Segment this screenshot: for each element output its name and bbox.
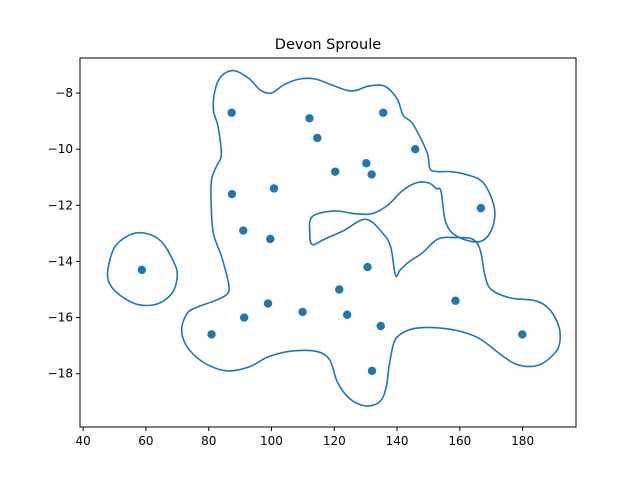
data-point-17 [367,170,376,179]
y-tick-label: −8 [55,86,73,100]
data-point-19 [376,321,385,331]
plot-area-frame [79,57,577,428]
data-point-15 [362,159,371,168]
data-point-9 [298,307,307,317]
contour-line-0 [106,231,179,307]
data-point-6 [263,299,273,308]
x-tick-label: 80 [201,434,216,448]
data-point-2 [227,108,236,117]
data-point-14 [342,310,352,319]
x-tick-label: 60 [138,434,153,448]
point-layer [137,108,527,376]
x-tick-label: 160 [448,434,471,448]
data-point-21 [411,144,420,154]
x-axis-ticks: 40 60 80 100 120 140 160 180 [75,427,534,448]
x-tick-label: 140 [386,434,409,448]
y-tick-label: −14 [48,254,73,268]
data-point-5 [239,313,249,322]
x-tick-label: 100 [260,434,283,448]
y-tick-label: −10 [48,142,73,156]
data-point-8 [269,184,279,193]
contour-line-1 [180,69,562,407]
data-point-22 [451,296,460,305]
y-axis-ticks: −18 −16 −14 −12 −10 −8 [48,86,80,381]
x-tick-label: 180 [511,434,534,448]
data-point-18 [367,366,377,376]
y-tick-label: −12 [48,198,73,212]
data-point-7 [266,234,275,244]
x-tick-label: 120 [323,434,346,448]
data-point-12 [331,167,340,176]
data-point-3 [227,189,237,199]
data-point-16 [363,262,372,272]
data-point-20 [379,108,388,117]
data-point-13 [335,285,344,294]
x-tick-label: 40 [75,434,90,448]
y-tick-label: −16 [48,311,73,325]
data-point-10 [305,114,314,123]
contour-layer [106,69,562,407]
y-tick-label: −18 [48,367,73,381]
data-point-4 [239,226,248,235]
data-point-24 [518,330,527,339]
chart-title: Devon Sproule [275,37,381,53]
data-point-1 [207,330,216,339]
data-point-0 [137,265,147,275]
data-point-23 [476,203,486,213]
data-point-11 [313,133,322,143]
